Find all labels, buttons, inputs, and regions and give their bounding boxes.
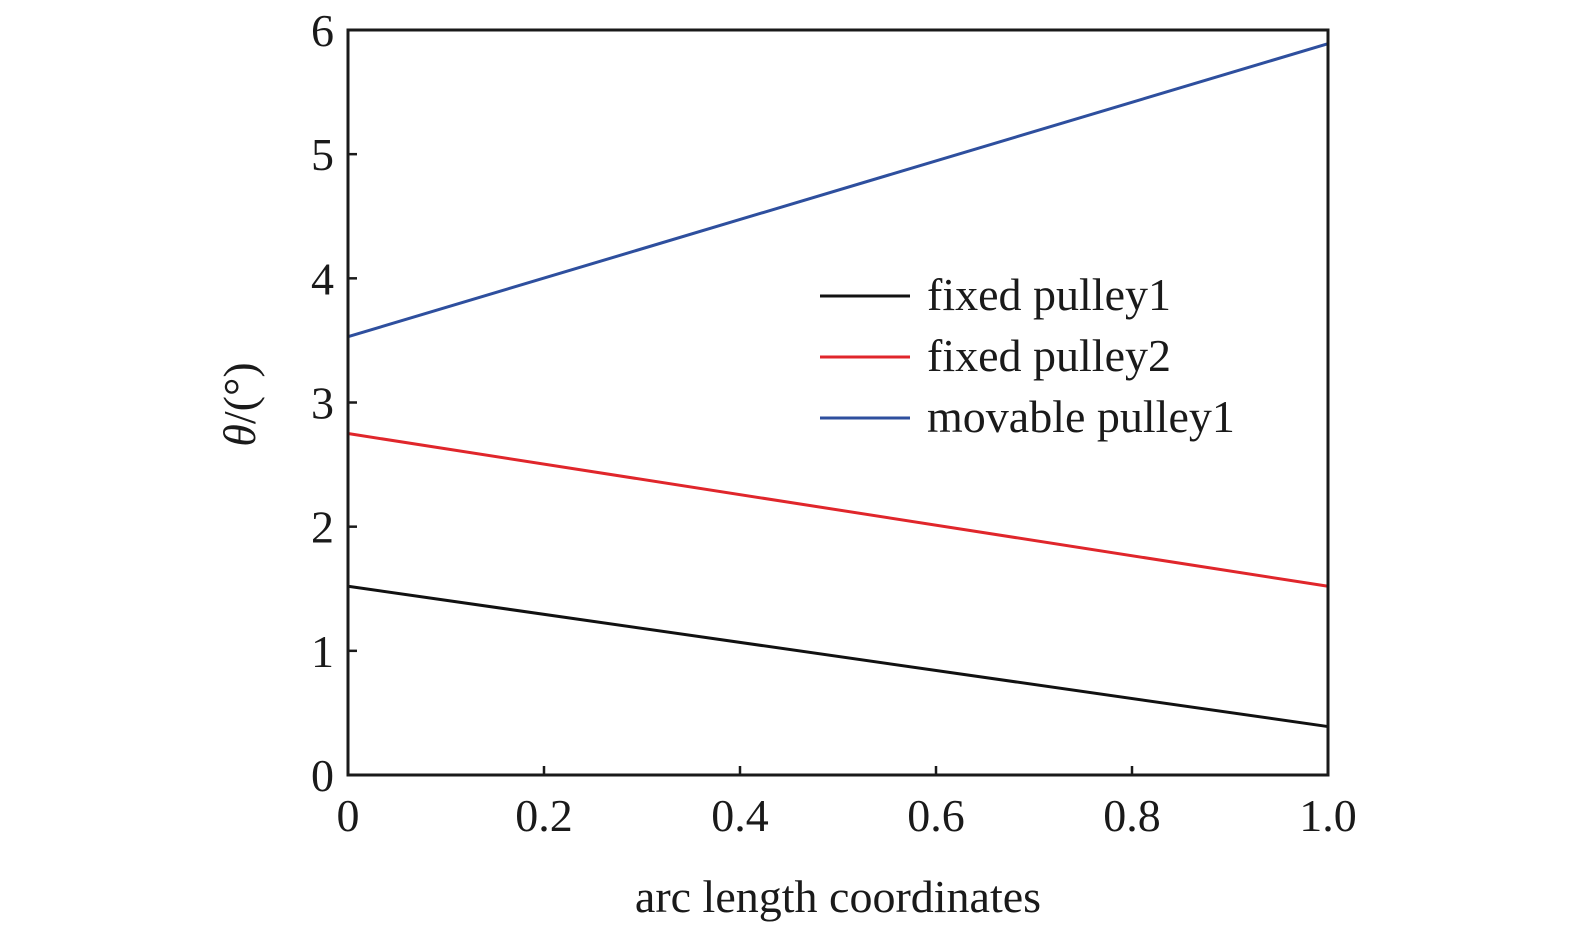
x-tick-label: 0.8	[1103, 790, 1161, 841]
y-tick-label: 2	[311, 502, 334, 553]
y-tick-label: 3	[311, 378, 334, 429]
series-line-1	[347, 584, 1329, 729]
y-tick-label: 0	[311, 750, 334, 801]
x-tick-label: 1.0	[1299, 790, 1357, 841]
x-axis-title: arc length coordinates	[635, 871, 1041, 922]
series-line-2	[347, 432, 1329, 588]
y-axis-unit: /(°)	[214, 362, 265, 424]
y-axis-symbol: θ	[214, 424, 265, 447]
x-axis-ticks: 0 0.2 0.4 0.6 0.8 1.0	[337, 766, 1357, 841]
y-tick-label: 5	[311, 129, 334, 180]
y-tick-label: 4	[311, 253, 334, 304]
x-tick-label: 0.2	[515, 790, 573, 841]
y-tick-label: 6	[311, 5, 334, 56]
legend-label-2: fixed pulley2	[927, 330, 1171, 381]
x-tick-label: 0	[337, 790, 360, 841]
y-axis-title: θ/(°)	[214, 362, 265, 446]
series-line-3	[347, 42, 1329, 339]
y-axis-ticks: 0 1 2 3 4 5 6	[311, 5, 357, 801]
x-tick-label: 0.4	[711, 790, 769, 841]
legend-label-3: movable pulley1	[927, 391, 1235, 442]
series-layer	[347, 42, 1329, 729]
legend: fixed pulley1 fixed pulley2 movable pulley…	[820, 269, 1235, 442]
legend-label-1: fixed pulley1	[927, 269, 1171, 320]
y-tick-label: 1	[311, 626, 334, 677]
x-tick-label: 0.6	[907, 790, 965, 841]
